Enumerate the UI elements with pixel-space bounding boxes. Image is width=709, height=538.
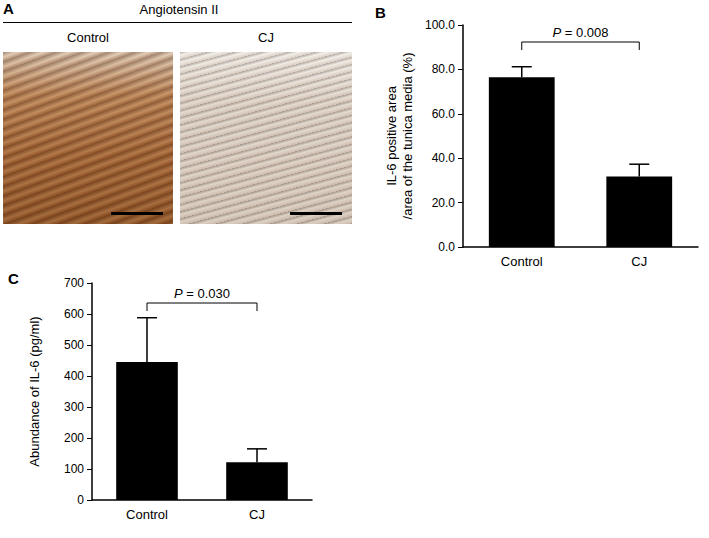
svg-text:CJ: CJ: [249, 507, 265, 522]
svg-text:CJ: CJ: [631, 254, 647, 269]
svg-text:500: 500: [64, 338, 84, 352]
svg-text:700: 700: [64, 276, 84, 290]
svg-text:0.0: 0.0: [438, 240, 455, 254]
svg-text:Abundance of IL-6 (pg/ml): Abundance of IL-6 (pg/ml): [27, 316, 42, 466]
html-text:Angiotensin II: Angiotensin II: [139, 2, 219, 17]
svg-text:IL-6 positive area: IL-6 positive area: [384, 85, 399, 185]
html-text:Control: Control: [67, 30, 109, 45]
svg-text:80.0: 80.0: [432, 62, 456, 76]
svg-text:/area of the tunica media (%): /area of the tunica media (%): [400, 53, 415, 220]
svg-text:B: B: [375, 4, 386, 21]
svg-text:600: 600: [64, 307, 84, 321]
svg-text:400: 400: [64, 369, 84, 383]
svg-text:60.0: 60.0: [432, 107, 456, 121]
html-text:CJ: CJ: [258, 30, 274, 45]
svg-text:100.0: 100.0: [425, 18, 455, 32]
svg-text:100: 100: [64, 462, 84, 476]
svg-text:Control: Control: [126, 507, 168, 522]
svg-text:0: 0: [77, 493, 84, 507]
svg-text:Control: Control: [501, 254, 543, 269]
svg-text:C: C: [8, 270, 19, 287]
svg-text:P: P: [174, 286, 183, 301]
svg-text:= 0.030: = 0.030: [183, 286, 230, 301]
svg-text:300: 300: [64, 400, 84, 414]
svg-text:= 0.008: = 0.008: [561, 25, 608, 40]
svg-text:40.0: 40.0: [432, 151, 456, 165]
html-text:A: A: [3, 0, 14, 17]
svg-text:20.0: 20.0: [432, 196, 456, 210]
svg-text:P: P: [552, 25, 561, 40]
svg-text:200: 200: [64, 431, 84, 445]
